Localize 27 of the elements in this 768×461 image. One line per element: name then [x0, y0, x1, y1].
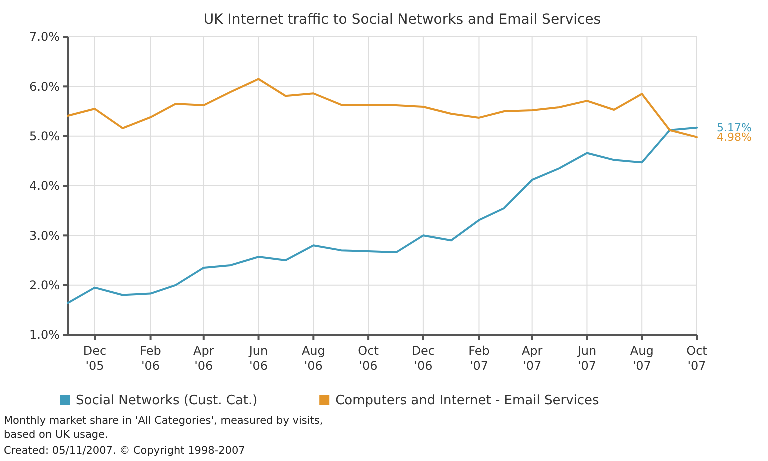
- line-series: [67, 126, 698, 304]
- legend-label: Computers and Internet - Email Services: [336, 394, 600, 409]
- x-tick-label: Aug '06: [302, 344, 326, 373]
- x-tick-label: Oct '07: [686, 344, 708, 373]
- x-tick-label: Jun '06: [248, 344, 268, 373]
- text: Created: 05/11/2007. © Copyright 1998-2007: [4, 445, 246, 457]
- line-series: [67, 78, 698, 138]
- y-tick-label: 6.0%: [30, 80, 60, 94]
- x-tick-label: Feb '07: [468, 344, 490, 373]
- y-tick-label: 5.0%: [30, 130, 60, 144]
- y-tick-label: 4.0%: [30, 179, 60, 194]
- x-tick-label: Apr '06: [193, 344, 214, 373]
- y-tick-label: 3.0%: [30, 228, 60, 243]
- x-tick-label: Feb '06: [140, 344, 162, 373]
- y-tick-label: 2.0%: [30, 278, 60, 293]
- x-tick-label: Dec '06: [412, 344, 436, 373]
- annotation: 4.98%: [717, 131, 752, 144]
- x-tick-label: Apr '07: [522, 344, 543, 373]
- y-tick-label: 1.0%: [30, 328, 60, 342]
- x-tick-label: Dec '05: [83, 344, 107, 373]
- text: Monthly market share in 'All Categories', measured by visits, based on UK usage.: [4, 415, 324, 441]
- y-tick-label: 7.0%: [30, 30, 60, 44]
- x-tick-label: Oct '06: [358, 344, 380, 373]
- chart-title: UK Internet traffic to Social Networks and Email Services: [204, 12, 602, 28]
- x-tick-label: Jun '07: [576, 344, 597, 373]
- x-tick-label: Aug '07: [630, 344, 654, 373]
- legend-label: Social Networks (Cust. Cat.): [76, 394, 258, 409]
